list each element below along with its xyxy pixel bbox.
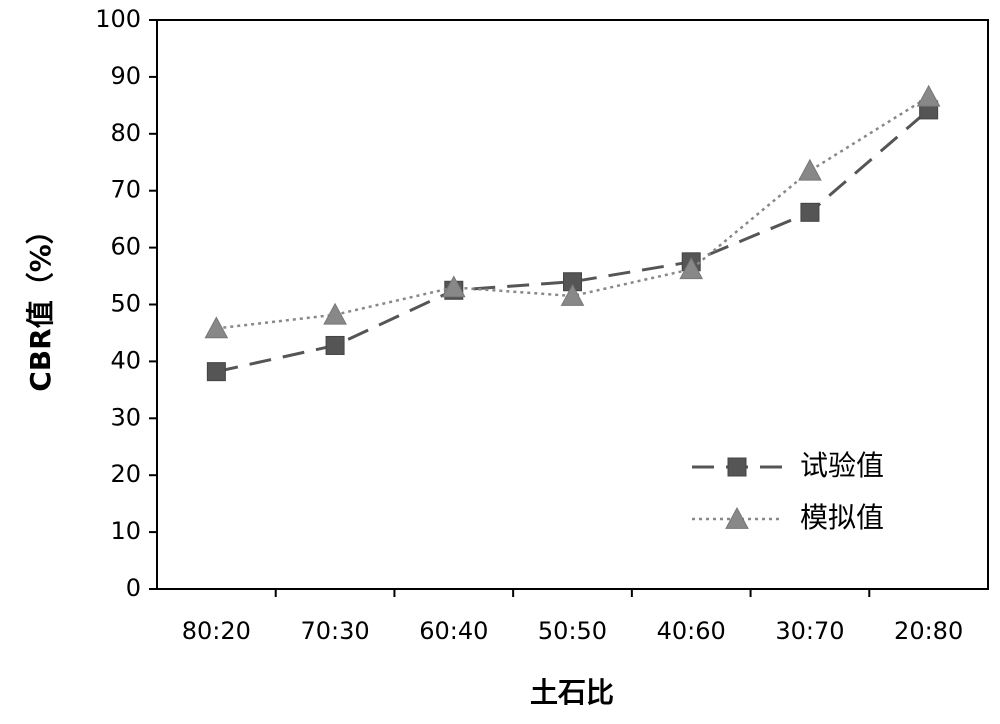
- series-2: [204, 84, 941, 339]
- x-tick-label: 60:40: [419, 617, 488, 645]
- y-tick-label: 90: [110, 62, 141, 90]
- y-tick-label: 20: [110, 460, 141, 488]
- legend-marker: [727, 457, 747, 477]
- x-tick-label: 50:50: [538, 617, 607, 645]
- data-point: [206, 362, 226, 382]
- legend-label: 试验值: [800, 449, 884, 482]
- legend-label: 模拟值: [800, 501, 884, 534]
- legend-marker: [725, 506, 749, 529]
- y-tick-label: 50: [110, 290, 141, 318]
- x-axis: 80:20 70:30 60:40 50:50 40:60 30:70 20:80: [182, 589, 963, 645]
- legend-item: 试验值: [692, 449, 884, 482]
- y-tick-label: 100: [95, 5, 141, 33]
- legend-item: 模拟值: [692, 501, 884, 534]
- data-point: [679, 257, 704, 280]
- y-axis: 0 10 20 30 40 50 60 70 80 90 100: [95, 5, 157, 602]
- y-tick-label: 0: [126, 574, 141, 602]
- data-point: [323, 302, 347, 325]
- x-tick-label: 20:80: [894, 617, 963, 645]
- data-point: [800, 202, 820, 222]
- data-point: [325, 335, 345, 355]
- y-tick-label: 30: [110, 403, 141, 431]
- data-point: [916, 84, 941, 107]
- data-point: [798, 158, 822, 181]
- y-tick-label: 60: [110, 233, 141, 261]
- data-point: [204, 316, 229, 339]
- x-tick-label: 70:30: [300, 617, 369, 645]
- data-point: [560, 283, 585, 306]
- x-tick-label: 40:60: [657, 617, 726, 645]
- x-axis-title: 土石比: [530, 676, 614, 709]
- x-tick-label: 80:20: [182, 617, 251, 645]
- y-tick-label: 40: [110, 346, 141, 374]
- data-point: [441, 275, 466, 298]
- x-tick-label: 30:70: [775, 617, 844, 645]
- y-tick-label: 10: [110, 517, 141, 545]
- y-tick-label: 70: [110, 176, 141, 204]
- series-layer: [204, 84, 941, 382]
- y-axis-title: CBR值（%）: [24, 216, 57, 392]
- y-tick-label: 80: [110, 119, 141, 147]
